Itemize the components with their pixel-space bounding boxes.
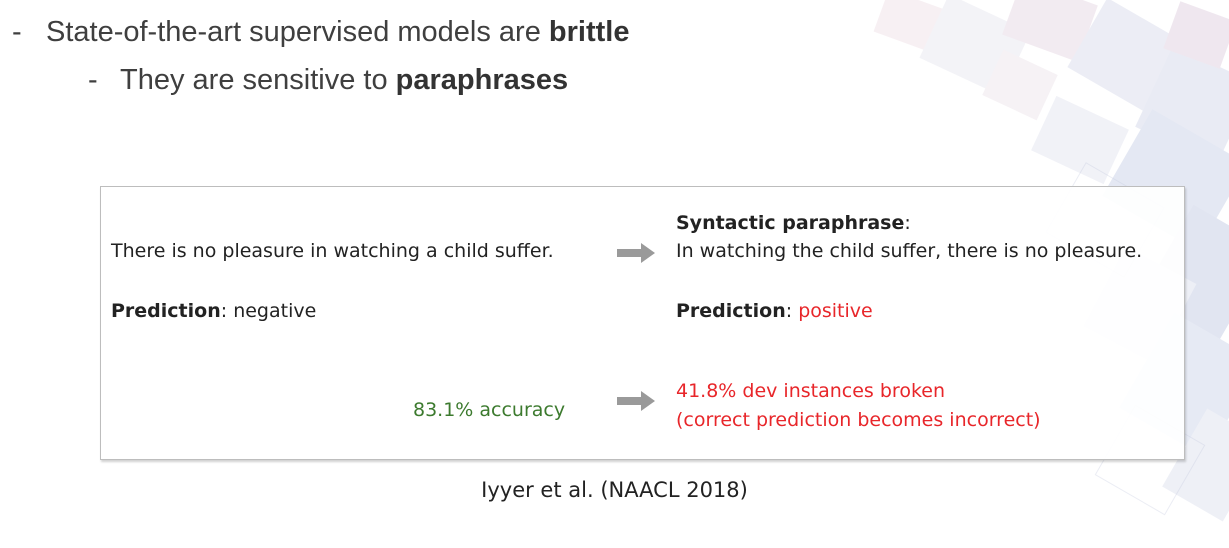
original-prediction: Prediction: negative	[111, 300, 316, 322]
bullet-bold-term: paraphrases	[395, 64, 569, 96]
paraphrase-sentence: In watching the child suffer, there is n…	[676, 240, 1143, 262]
arrow-right-icon	[617, 243, 655, 263]
paraphrase-heading-colon: :	[904, 212, 911, 234]
paraphrase-prediction: Prediction: positive	[676, 300, 873, 322]
bullet-bold-term: brittle	[548, 16, 630, 48]
accuracy-value: 83.1% accuracy	[413, 399, 566, 421]
prediction-positive: positive	[798, 300, 873, 322]
prediction-negative: negative	[233, 300, 317, 322]
original-sentence: There is no pleasure in watching a child…	[111, 240, 554, 262]
paraphrase-heading: Syntactic paraphrase:	[676, 212, 911, 234]
bullet-dash: -	[88, 64, 98, 96]
bullet-text: They are sensitive to	[120, 64, 396, 96]
bullet-dash: -	[12, 16, 22, 48]
prediction-colon: :	[785, 300, 793, 322]
broken-instances-note: (correct prediction becomes incorrect)	[676, 409, 1041, 431]
paraphrase-heading-label: Syntactic paraphrase	[676, 212, 905, 234]
broken-instances: 41.8% dev instances broken	[676, 380, 945, 402]
prediction-colon: :	[220, 300, 228, 322]
prediction-label: Prediction	[676, 300, 786, 322]
prediction-label: Prediction	[111, 300, 221, 322]
paraphrase-example-box: There is no pleasure in watching a child…	[100, 186, 1185, 460]
bullet-point-brittle: - State-of-the-art supervised models are …	[12, 16, 629, 49]
citation: Iyyer et al. (NAACL 2018)	[481, 478, 748, 502]
arrow-right-icon	[617, 391, 655, 411]
bullet-text: State-of-the-art supervised models are	[46, 16, 549, 48]
sub-bullet-paraphrases: - They are sensitive to paraphrases	[88, 64, 568, 97]
